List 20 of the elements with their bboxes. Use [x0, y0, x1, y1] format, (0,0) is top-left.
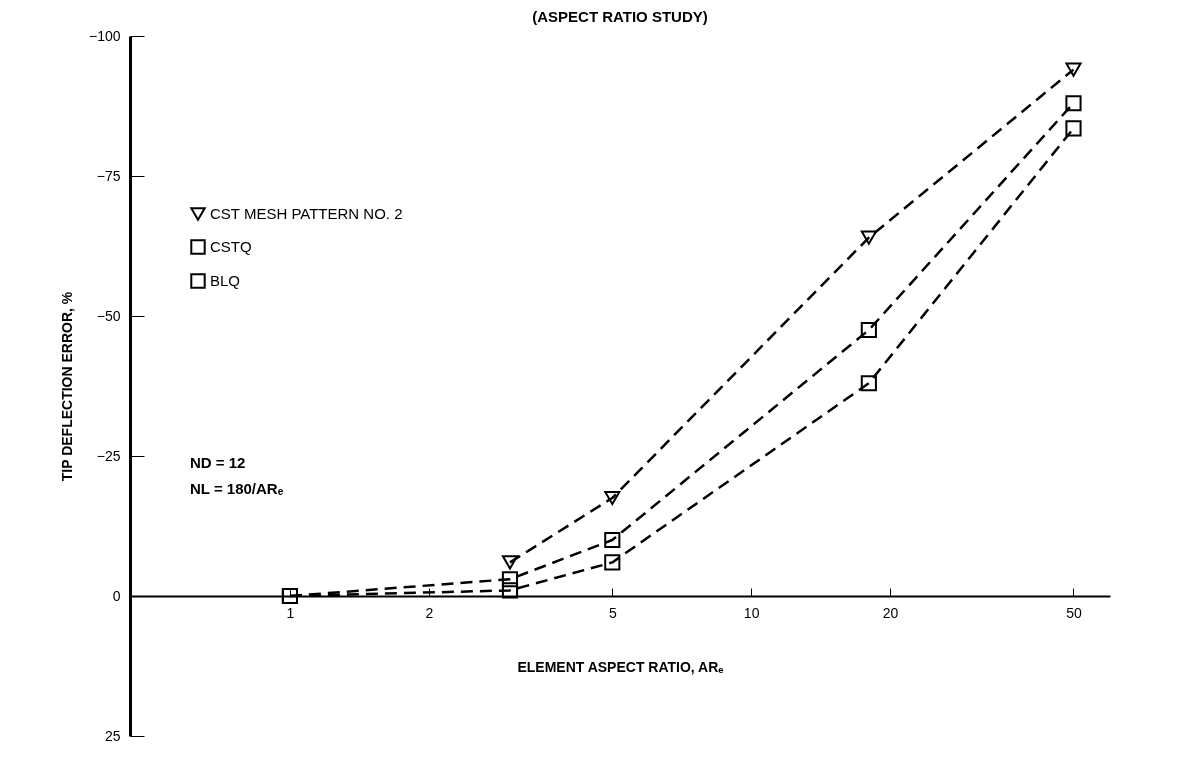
x-tick-label: 20: [882, 604, 899, 621]
x-axis-title: ELEMENT ASPECT RATIO, ARₑ: [517, 658, 724, 675]
y-axis-title: TIP DEFLECTION ERROR, %: [58, 291, 75, 482]
legend-label: CST MESH PATTERN NO. 2: [210, 205, 403, 222]
y-tick-label: −25: [96, 447, 121, 464]
x-tick-label: 2: [425, 604, 434, 621]
legend-label: CSTQ: [210, 238, 252, 255]
x-tick-label: 10: [743, 604, 760, 621]
y-tick-label: −100: [88, 27, 121, 44]
chart-title: (ASPECT RATIO STUDY): [532, 8, 708, 25]
y-tick-label: −50: [96, 307, 121, 324]
annotation: NL = 180/ARₑ: [190, 480, 284, 497]
x-tick-label: 50: [1066, 604, 1082, 621]
y-tick-label: 0: [112, 587, 121, 604]
y-tick-label: −75: [96, 167, 121, 184]
y-tick-label: 25: [104, 727, 121, 744]
x-tick-label: 5: [608, 604, 617, 621]
annotation: ND = 12: [190, 454, 246, 471]
x-tick-label: 1: [286, 604, 295, 621]
legend-label: BLQ: [210, 272, 241, 289]
